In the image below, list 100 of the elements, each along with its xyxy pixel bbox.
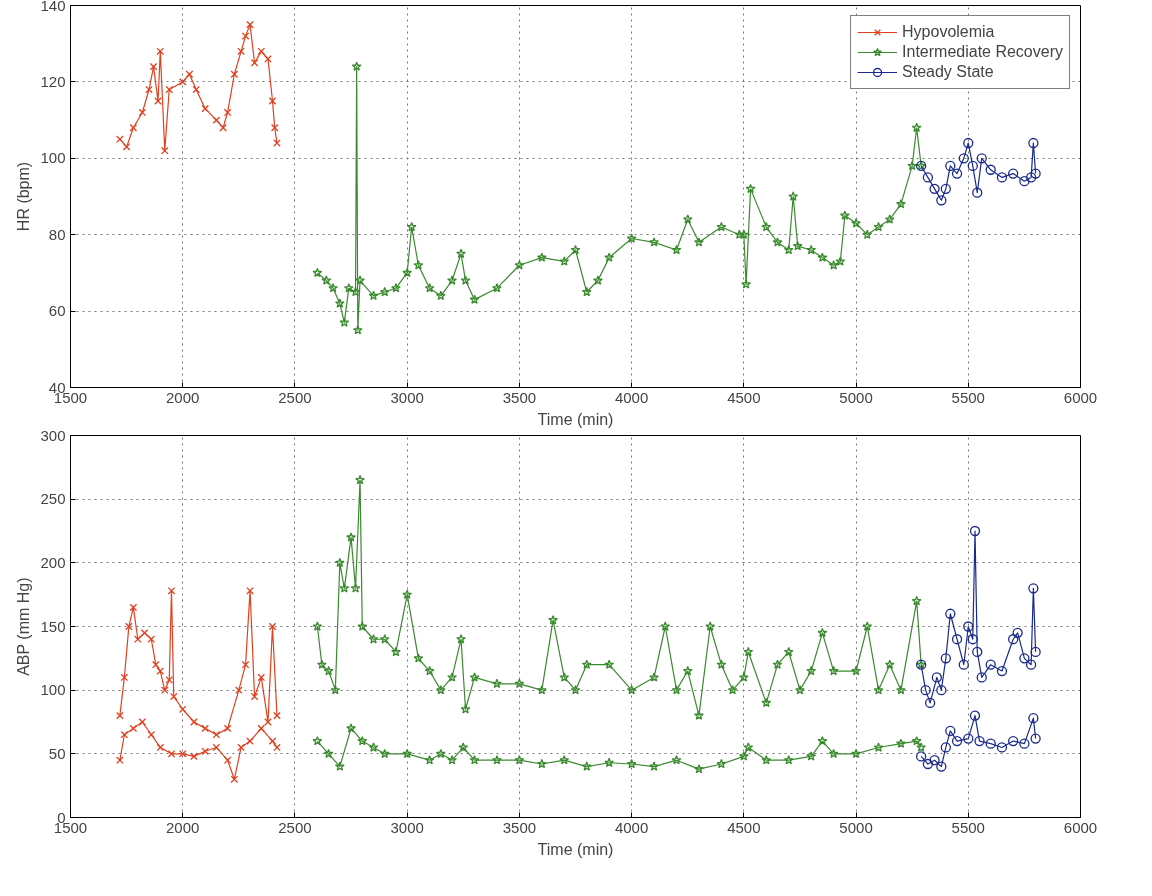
point: [379, 286, 390, 297]
point: [817, 252, 828, 262]
point: [976, 153, 987, 164]
x-tick-label: 4500: [727, 388, 761, 406]
point: [924, 697, 936, 709]
point: [996, 665, 1008, 677]
point: [873, 221, 884, 232]
x-tick-label: 3500: [502, 388, 537, 406]
point: [435, 748, 446, 759]
point: [237, 47, 245, 56]
point: [273, 743, 281, 752]
point: [783, 646, 794, 657]
y-axis-title: ABP (mm Hg): [15, 577, 33, 676]
point: [391, 646, 401, 657]
point: [996, 172, 1008, 183]
point: [1008, 634, 1019, 645]
point: [817, 735, 828, 746]
point: [682, 214, 693, 224]
y-tick-label: 50: [48, 744, 66, 762]
point: [169, 692, 178, 701]
point: [851, 748, 861, 759]
point: [694, 763, 704, 774]
point: [536, 252, 547, 262]
point: [145, 85, 153, 94]
point: [738, 751, 749, 761]
point: [456, 634, 466, 644]
x-tick-label: 6000: [1063, 388, 1098, 406]
point: [178, 705, 187, 714]
x-axis-title: Time (min): [537, 410, 614, 428]
point: [806, 244, 817, 255]
point: [413, 653, 424, 663]
point: [951, 168, 963, 179]
point: [350, 286, 361, 297]
point: [828, 665, 839, 676]
point: [424, 665, 435, 676]
point: [969, 710, 981, 721]
point: [969, 525, 981, 537]
point: [167, 587, 176, 595]
point: [1008, 168, 1019, 179]
point: [671, 755, 682, 765]
point: [350, 583, 361, 593]
point: [783, 244, 794, 255]
point: [1028, 583, 1039, 594]
x-tick-label: 2000: [166, 818, 200, 836]
point: [940, 742, 951, 753]
point: [201, 747, 209, 756]
point: [929, 755, 940, 766]
y-tick-label: 100: [40, 149, 66, 167]
point: [212, 116, 221, 124]
point: [160, 686, 169, 694]
point: [940, 653, 951, 664]
point: [447, 672, 457, 682]
point: [246, 587, 254, 595]
point: [120, 730, 129, 739]
point: [559, 256, 570, 266]
x-tick-label: 5000: [839, 388, 873, 406]
point: [514, 260, 525, 270]
point: [1028, 713, 1039, 724]
point: [424, 283, 435, 293]
point: [312, 267, 323, 278]
point: [716, 659, 727, 669]
point: [985, 164, 996, 175]
y-tick-label: 120: [40, 72, 66, 90]
point: [346, 723, 356, 733]
point: [1030, 168, 1041, 179]
point: [212, 730, 221, 739]
point: [963, 137, 974, 149]
point: [915, 751, 927, 762]
point: [896, 198, 906, 209]
point: [413, 260, 424, 270]
point: [916, 742, 927, 752]
point: [339, 583, 350, 593]
point: [469, 294, 480, 304]
x-tick-label: 4000: [614, 388, 649, 406]
point: [743, 646, 754, 657]
point: [368, 634, 379, 644]
point: [761, 755, 772, 765]
point: [951, 735, 963, 747]
point: [745, 183, 756, 194]
point: [570, 244, 581, 255]
point: [581, 286, 592, 297]
point: [626, 758, 637, 769]
point: [734, 229, 745, 239]
point: [694, 237, 704, 247]
point: [402, 748, 413, 759]
point: [911, 122, 922, 133]
point: [806, 751, 817, 761]
point: [920, 685, 931, 696]
point: [873, 742, 884, 752]
point: [1025, 659, 1037, 670]
point: [945, 725, 956, 737]
point: [839, 210, 850, 220]
point: [355, 275, 365, 285]
point: [339, 317, 350, 327]
point: [402, 589, 413, 599]
point: [246, 737, 254, 745]
point: [783, 755, 794, 765]
y-tick-label: 150: [40, 617, 66, 635]
point: [738, 672, 749, 682]
point: [649, 237, 659, 247]
